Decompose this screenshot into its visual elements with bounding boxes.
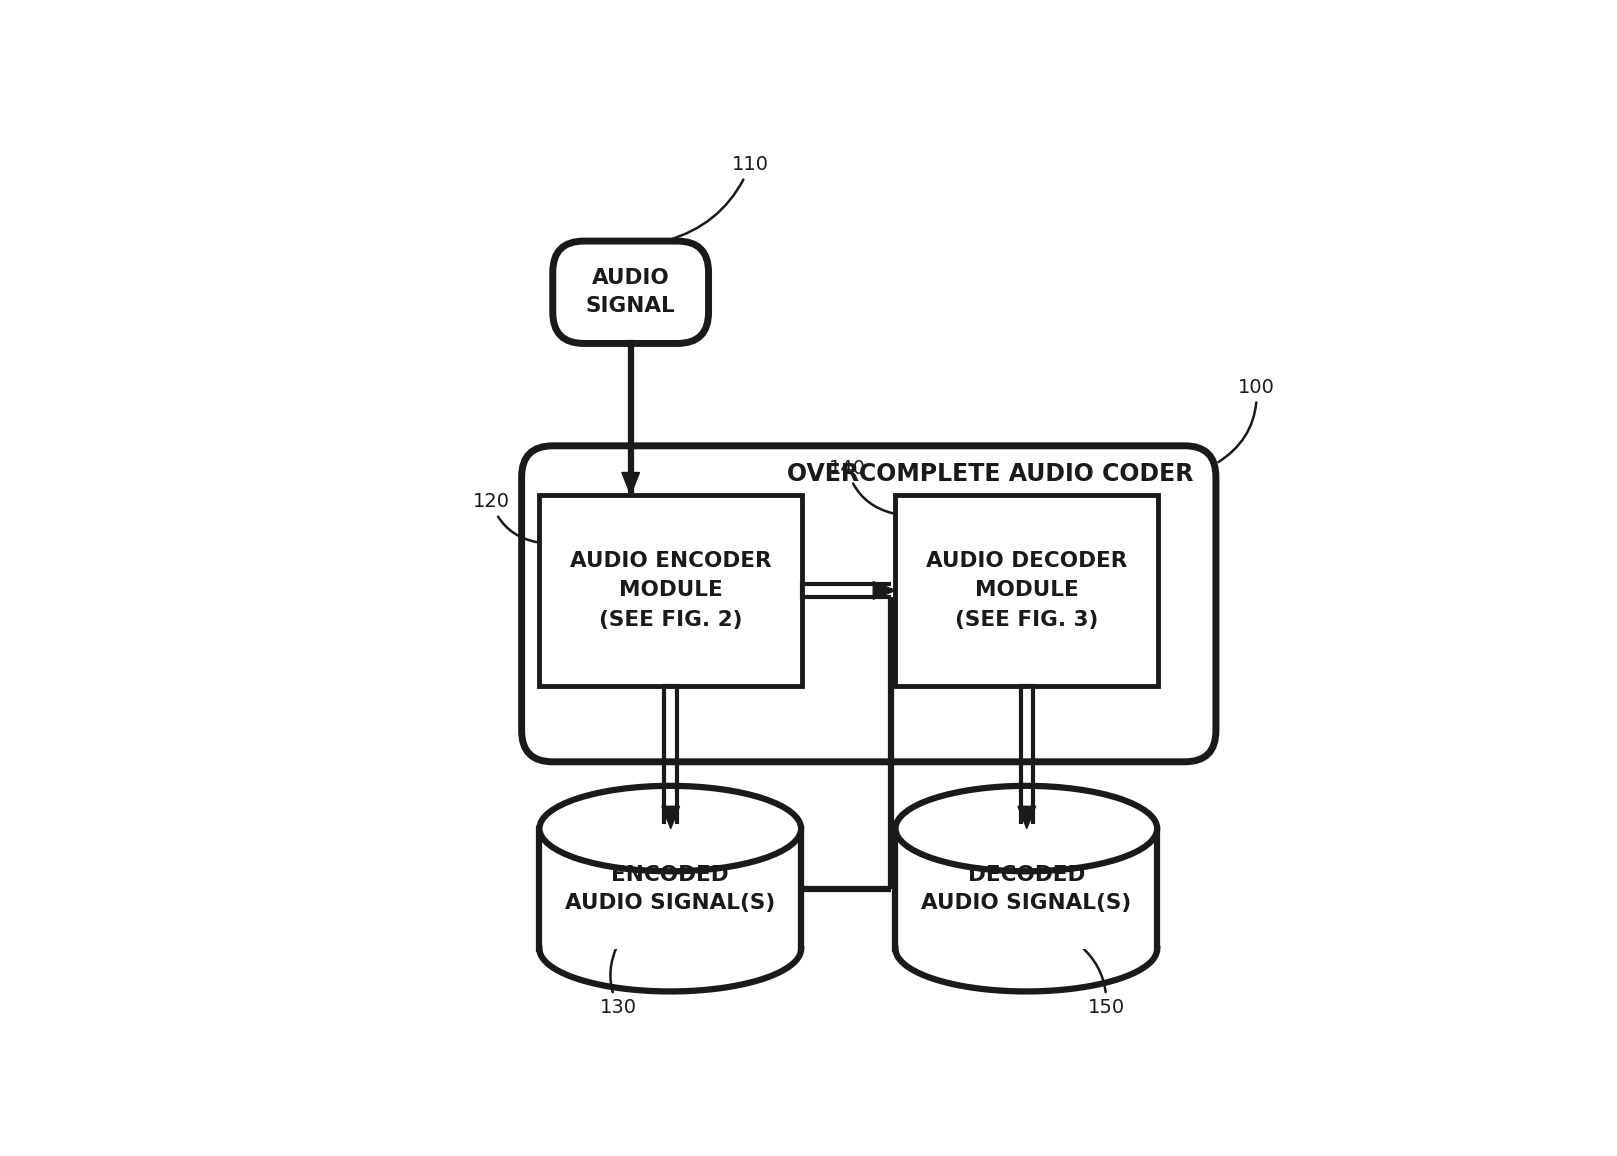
FancyBboxPatch shape [522,446,1216,762]
Polygon shape [873,581,896,599]
Ellipse shape [896,786,1158,872]
Polygon shape [1019,807,1035,829]
Text: 130: 130 [600,947,637,1016]
Text: 150: 150 [1080,946,1125,1016]
Text: ENCODED
AUDIO SIGNAL(S): ENCODED AUDIO SIGNAL(S) [566,865,776,912]
Text: 120: 120 [472,492,537,542]
Polygon shape [623,473,639,495]
Text: AUDIO ENCODER
MODULE
(SEE FIG. 2): AUDIO ENCODER MODULE (SEE FIG. 2) [569,551,771,630]
Polygon shape [540,829,800,949]
Text: AUDIO DECODER
MODULE
(SEE FIG. 3): AUDIO DECODER MODULE (SEE FIG. 3) [927,551,1127,630]
Ellipse shape [540,786,800,872]
Text: 110: 110 [668,155,768,240]
Polygon shape [661,807,679,829]
Polygon shape [896,829,1158,949]
Text: 140: 140 [828,459,893,513]
FancyBboxPatch shape [553,242,708,343]
Text: OVERCOMPLETE AUDIO CODER: OVERCOMPLETE AUDIO CODER [787,462,1193,486]
FancyBboxPatch shape [540,495,802,687]
Text: DECODED
AUDIO SIGNAL(S): DECODED AUDIO SIGNAL(S) [922,865,1132,912]
Text: 100: 100 [1218,378,1276,462]
Text: AUDIO
SIGNAL: AUDIO SIGNAL [585,268,676,317]
FancyBboxPatch shape [896,495,1158,687]
